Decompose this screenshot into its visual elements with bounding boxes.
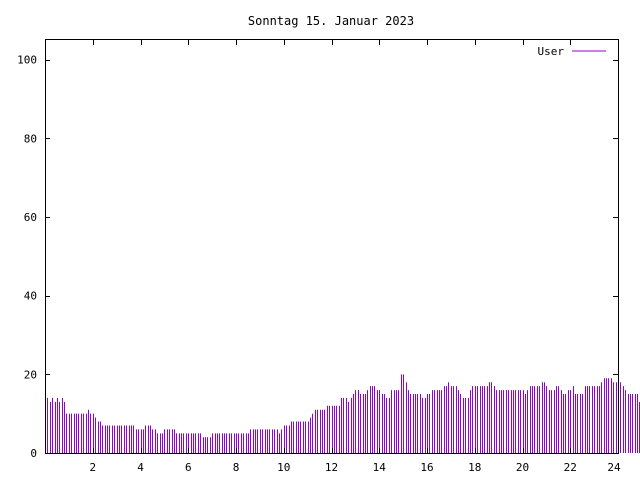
x-tick-label: 14 [373,461,387,474]
y-tick-label: 20 [24,368,37,381]
x-tick-label: 24 [607,461,621,474]
bars-group [45,374,640,453]
x-tick-label: 18 [468,461,481,474]
y-tick-label: 100 [17,54,37,67]
x-tick-label: 10 [277,461,290,474]
x-tick-label: 4 [137,461,144,474]
legend: User [538,45,606,58]
y-tick-label: 60 [24,211,37,224]
x-tick-label: 16 [420,461,433,474]
legend-label-user: User [538,45,565,58]
x-ticks: 2 4 6 8 10 12 14 16 18 20 22 24 [89,40,621,474]
y-ticks: 0 20 40 60 80 100 [17,54,618,460]
x-tick-label: 12 [325,461,338,474]
y-tick-label: 40 [24,290,37,303]
x-tick-label: 2 [89,461,96,474]
x-tick-label: 6 [185,461,192,474]
x-tick-label: 22 [564,461,577,474]
x-tick-label: 20 [516,461,529,474]
y-tick-label: 0 [30,447,37,460]
x-tick-label: 8 [233,461,240,474]
y-tick-label: 80 [24,132,37,145]
chart-title: Sonntag 15. Januar 2023 [248,14,414,28]
plot-area-frame [45,39,619,454]
